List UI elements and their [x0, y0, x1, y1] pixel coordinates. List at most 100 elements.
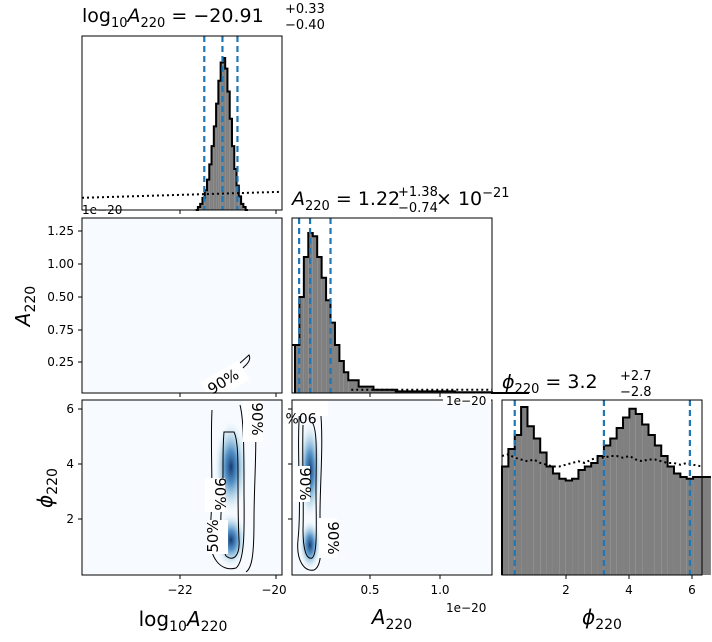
xlabel-log10a220: log10A220: [139, 607, 228, 635]
histogram-bar: [533, 438, 541, 575]
ytick-label-a220: 1.00: [47, 257, 74, 271]
histogram-bar: [317, 257, 322, 393]
contour-label: 90%: [285, 409, 316, 425]
contour-label: 50%: [204, 519, 222, 552]
tick-labels: 1.25 1.00 0.75 0.50 0.25 6 4 2 −22 −20 0…: [47, 224, 696, 597]
histogram-bar: [673, 473, 681, 575]
xtick-label-phi220: 6: [688, 583, 696, 597]
title-phi220-minus: −2.8: [620, 385, 652, 400]
histogram-bar: [591, 463, 598, 575]
histogram-bar: [216, 103, 219, 210]
histogram-bar: [514, 435, 522, 575]
histogram-bar: [294, 345, 300, 393]
contour-label: 90%: [211, 477, 229, 510]
histogram-bar: [211, 146, 214, 210]
title-a220-suffix: × 10−21: [436, 186, 510, 210]
histogram-bar: [540, 452, 547, 575]
contour-label: 90%: [324, 521, 342, 554]
xtick-label-log10a220: −22: [167, 583, 192, 597]
histogram-bar: [232, 146, 235, 210]
histogram-bar: [702, 477, 711, 575]
xlabel-a220: A220: [370, 605, 412, 633]
offset-text-a220-x: 1e−20: [446, 601, 486, 615]
panel-frames: [81, 35, 703, 576]
histogram-bar: [635, 414, 643, 575]
histogram-bar: [197, 206, 201, 210]
histogram-log10a220: [81, 36, 283, 211]
offset-text-a220-x-clipped: 1e−20: [446, 394, 486, 408]
histogram-bar: [321, 277, 327, 393]
histogram-bar: [667, 466, 674, 575]
prior-histogram: [292, 344, 492, 391]
histogram-bar: [213, 126, 217, 210]
panel-density-log10a220-a220: [82, 218, 282, 393]
histogram-bar: [603, 445, 611, 575]
histogram-bar: [373, 389, 396, 393]
xtick-label-a220: 1.0: [430, 583, 449, 597]
histogram-bar: [299, 297, 304, 393]
histogram-bar: [552, 473, 560, 575]
contour-label-masks: [200, 360, 337, 558]
histogram-bar: [680, 477, 687, 575]
histogram-bar: [610, 438, 617, 575]
histogram-bar: [597, 456, 604, 575]
ytick-label-a220: 0.50: [47, 290, 74, 304]
ytick-label-a220: 1.25: [47, 224, 74, 238]
histogram-bar: [648, 435, 655, 575]
histogram-bar: [225, 68, 228, 210]
histogram-bar: [222, 58, 226, 210]
contour-label: 90%: [248, 402, 266, 435]
histogram-outline: [293, 232, 530, 394]
panel-hist-log10a220: [82, 36, 282, 210]
title-phi220: ϕ220 = 3.2: [502, 371, 598, 397]
histogram-bar: [686, 478, 694, 575]
histogram-bar: [343, 372, 349, 393]
xtick-label-phi220: 2: [562, 583, 570, 597]
histogram-bar: [238, 196, 242, 210]
ylabel-phi220: ϕ220: [33, 468, 61, 508]
histogram-bar: [661, 456, 668, 575]
ytick-label-a220: 0.75: [47, 323, 74, 337]
histogram-bar: [623, 417, 630, 575]
histogram-bar: [234, 168, 237, 210]
histogram-outline: [501, 406, 711, 575]
ytick-label-phi220: 2: [66, 512, 74, 526]
offset-text-a220-y: 1e−20: [82, 203, 122, 217]
histogram-bar: [229, 118, 232, 210]
histogram-bar: [546, 466, 553, 575]
histogram-bar: [527, 426, 534, 575]
xtick-label-a220: 0.5: [360, 583, 379, 597]
histogram-bar: [334, 345, 340, 393]
histogram-bar: [616, 428, 624, 575]
histogram-bar: [330, 322, 335, 393]
title-a220-minus: −0.74: [398, 201, 438, 216]
histogram-bar: [521, 407, 528, 575]
ytick-label-phi220: 4: [66, 457, 74, 471]
histogram-bar: [348, 380, 359, 393]
histogram-bar: [200, 203, 203, 210]
xlabel-phi220: ϕ220: [582, 605, 622, 633]
histogram-bar: [227, 91, 230, 210]
histogram-bar: [339, 361, 344, 393]
offset-texts: 1e−20 1e−20 1e−20: [82, 203, 491, 615]
histogram-bar: [241, 203, 244, 210]
prior-histogram: [81, 190, 283, 199]
histogram-a220: [292, 218, 530, 394]
histogram-bar: [243, 206, 246, 210]
title-log10a220-minus: −0.40: [285, 18, 325, 33]
histogram-phi220: [501, 400, 711, 575]
title-a220: A220 = 1.22: [290, 188, 400, 214]
ylabel-a220: A220: [11, 286, 39, 328]
histogram-bar: [218, 80, 221, 210]
histogram-bar: [502, 466, 509, 575]
histogram-outline: [195, 57, 248, 211]
histogram-bar: [559, 478, 566, 575]
title-log10a220-plus: +0.33: [285, 2, 325, 17]
histogram-bar: [642, 424, 649, 575]
xtick-label-log10a220: −20: [261, 583, 286, 597]
histogram-bar: [654, 445, 662, 575]
histogram-bar: [572, 478, 579, 575]
contour-label: 90%: [296, 467, 314, 500]
histogram-bar: [209, 164, 212, 210]
title-phi220-plus: +2.7: [620, 369, 652, 384]
